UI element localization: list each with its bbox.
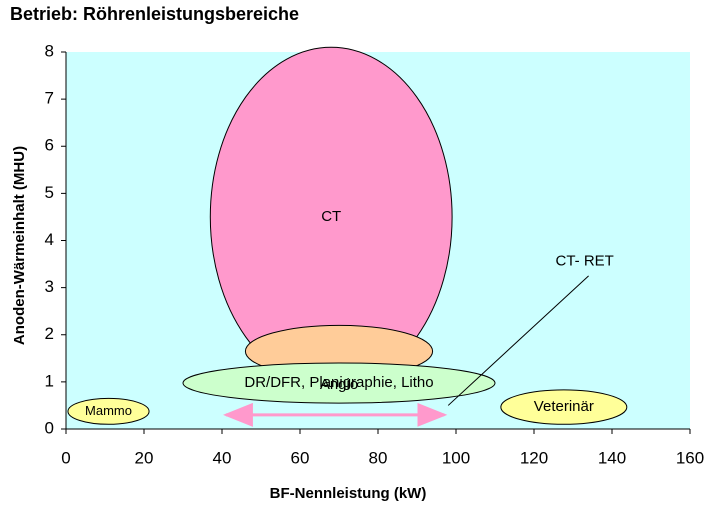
y-tick-label: 1 — [45, 371, 54, 390]
x-tick-label: 0 — [61, 448, 70, 467]
y-tick-label: 0 — [45, 418, 54, 437]
region — [500, 389, 628, 425]
x-axis-title: BF-Nennleistung (kW) — [270, 485, 427, 502]
y-tick-label: 8 — [45, 41, 54, 60]
region-label: DR/DFR, Planigraphie, Litho — [244, 374, 433, 391]
region-label: CT — [321, 208, 341, 225]
y-tick-label: 7 — [45, 89, 54, 108]
y-axis-title: Anoden-Wärmeinhalt (MHU) — [11, 146, 28, 345]
x-tick-label: 40 — [213, 448, 232, 467]
region — [67, 397, 150, 425]
y-tick-label: 3 — [45, 277, 54, 296]
x-tick-label: 100 — [442, 448, 470, 467]
region-label: Angio — [320, 376, 358, 393]
y-tick-label: 5 — [45, 183, 54, 202]
x-tick-label: 140 — [598, 448, 626, 467]
chart-title: Betrieb: Röhrenleistungsbereiche — [10, 4, 299, 24]
x-tick-label: 80 — [369, 448, 388, 467]
y-tick-label: 6 — [45, 136, 54, 155]
annotation: CT- RET — [556, 253, 614, 270]
region-label: Veterinär — [534, 398, 594, 415]
x-tick-label: 20 — [135, 448, 154, 467]
x-tick-label: 160 — [676, 448, 704, 467]
x-tick-label: 120 — [520, 448, 548, 467]
x-tick-label: 60 — [291, 448, 310, 467]
y-tick-label: 2 — [45, 324, 54, 343]
annotation-line — [447, 275, 589, 406]
region-label: Mammo — [85, 403, 132, 418]
y-tick-label: 4 — [45, 230, 54, 249]
